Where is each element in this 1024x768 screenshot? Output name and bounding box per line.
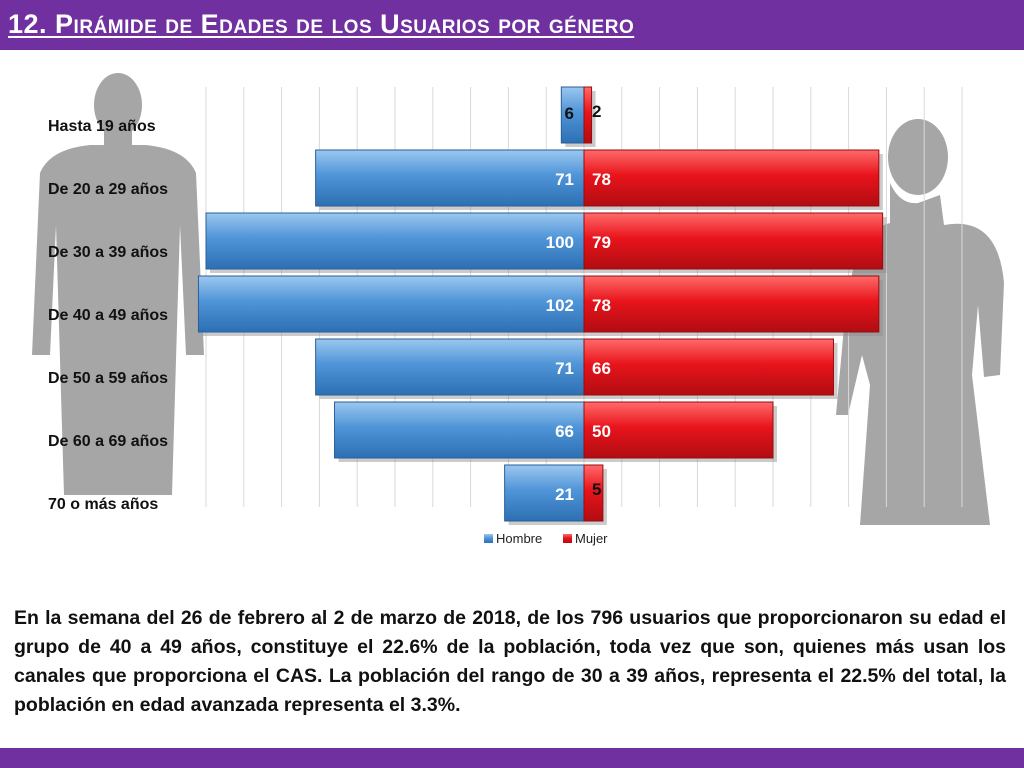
- value-label-hombre: 100: [546, 233, 574, 252]
- bar-mujer: [583, 212, 884, 270]
- category-label: De 60 a 69 años: [48, 433, 168, 450]
- value-label-hombre: 71: [555, 359, 574, 378]
- category-labels: Hasta 19 años De 20 a 29 años De 30 a 39 a…: [48, 118, 168, 513]
- bar-hombre: [334, 401, 585, 459]
- man-silhouette: [32, 73, 204, 495]
- summary-paragraph: En la semana del 26 de febrero al 2 de m…: [14, 607, 1006, 716]
- bar-hombre: [205, 212, 585, 270]
- value-label-hombre: 102: [546, 296, 574, 315]
- category-label: Hasta 19 años: [48, 118, 156, 135]
- category-label: De 50 a 59 años: [48, 370, 168, 387]
- value-label-mujer: 78: [592, 170, 611, 189]
- value-label-mujer: 2: [592, 102, 601, 121]
- bar-hombre: [197, 275, 585, 333]
- bar-mujer: [583, 338, 834, 396]
- legend-label-mujer: Mujer: [575, 531, 608, 546]
- value-label-mujer: 5: [592, 480, 601, 499]
- population-pyramid-chart: Hasta 19 años De 20 a 29 años De 30 a 39 a…: [32, 73, 1004, 546]
- chart-bars: [197, 86, 887, 525]
- footer-bar: [0, 748, 1024, 768]
- value-label-mujer: 79: [592, 233, 611, 252]
- value-label-hombre: 6: [565, 104, 574, 123]
- value-labels: 6 2 71 78 100 79 102 78 71 66 66 50 21 5: [546, 102, 611, 504]
- bar-mujer: [583, 464, 604, 522]
- legend-swatch-hombre: [484, 534, 493, 543]
- value-label-mujer: 66: [592, 359, 611, 378]
- category-label: 70 o más años: [48, 496, 158, 513]
- category-label: De 40 a 49 años: [48, 307, 168, 324]
- value-label-mujer: 50: [592, 422, 611, 441]
- bar-hombre: [315, 338, 585, 396]
- bar-mujer: [583, 275, 880, 333]
- category-label: De 30 a 39 años: [48, 244, 168, 261]
- value-label-hombre: 21: [555, 485, 574, 504]
- value-label-mujer: 78: [592, 296, 611, 315]
- bar-hombre: [315, 149, 585, 207]
- value-label-hombre: 71: [555, 170, 574, 189]
- legend-label-hombre: Hombre: [496, 531, 542, 546]
- silhouettes: [32, 73, 1004, 525]
- legend-swatch-mujer: [563, 534, 572, 543]
- category-label: De 20 a 29 años: [48, 181, 168, 198]
- bar-mujer: [583, 401, 774, 459]
- header-bar: 12. Pirámide de Edades de los Usuarios p…: [0, 0, 1024, 50]
- value-label-hombre: 66: [555, 422, 574, 441]
- page-title: 12. Pirámide de Edades de los Usuarios p…: [8, 9, 635, 39]
- bar-mujer: [583, 86, 593, 144]
- bar-mujer: [583, 149, 880, 207]
- chart-legend: Hombre Mujer: [484, 531, 608, 546]
